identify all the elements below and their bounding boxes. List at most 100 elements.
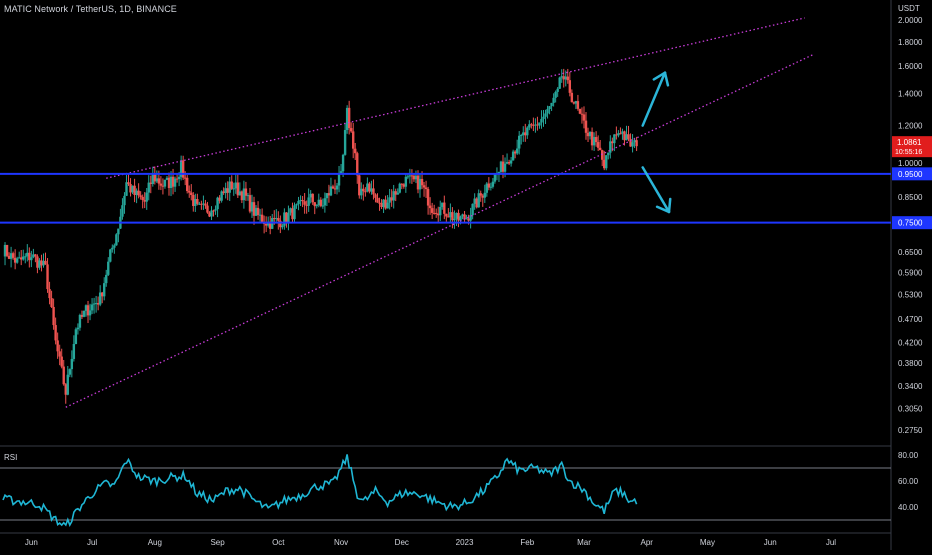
price-tick-label: 0.4200: [898, 338, 923, 347]
candle-body: [592, 137, 596, 146]
candle-body: [392, 191, 395, 201]
candle-body: [141, 196, 144, 201]
candle-body: [250, 202, 254, 212]
time-axis-label: Nov: [334, 538, 348, 547]
candle-body: [570, 92, 574, 103]
trendline-upper: [106, 17, 805, 179]
rsi-label: RSI: [4, 453, 18, 462]
candle-body: [228, 181, 231, 193]
candle-body: [313, 202, 316, 207]
candle-body: [5, 244, 9, 256]
candle-body: [125, 182, 128, 196]
price-tick-label: 1.4000: [898, 90, 923, 99]
price-tick-label: 0.2750: [898, 426, 923, 435]
candle-body: [32, 254, 35, 258]
candle-body: [360, 188, 363, 196]
candle-body: [633, 140, 636, 143]
candle-body: [607, 152, 610, 156]
candle-body: [36, 256, 39, 268]
candle-body: [196, 198, 199, 204]
candle-body: [15, 258, 19, 263]
rsi-line: [2, 454, 638, 528]
candle-body: [186, 177, 189, 192]
level-price-label: 0.9500: [898, 170, 923, 179]
candle-body: [277, 218, 280, 221]
rsi-tick-label: 80.00: [898, 451, 919, 460]
trendline-lower: [65, 54, 814, 408]
level-price-label: 0.7500: [898, 219, 923, 228]
candle-body: [240, 191, 244, 201]
candle-body: [511, 151, 515, 161]
candle-body: [299, 199, 302, 201]
candle-body: [546, 109, 549, 114]
candle-body: [234, 182, 237, 189]
candle-body: [613, 134, 616, 144]
candle-body: [404, 176, 408, 187]
price-tick-label: 1.6000: [898, 62, 923, 71]
candle-body: [619, 133, 622, 135]
candle-body: [200, 203, 203, 205]
candle-body: [513, 151, 517, 154]
candle-body: [378, 202, 381, 204]
candle-body: [582, 114, 586, 121]
candle-body: [451, 212, 454, 221]
candle-body: [568, 80, 572, 93]
candle-body: [52, 306, 55, 326]
candle-body: [198, 203, 201, 205]
candle-body: [137, 190, 140, 196]
candle-body: [603, 159, 606, 169]
countdown-label: 10:55:16: [895, 149, 922, 156]
time-axis-label: Jul: [87, 538, 97, 547]
candle-body: [430, 208, 434, 213]
candle-body: [479, 193, 482, 196]
candle-body: [449, 212, 452, 218]
candle-body: [135, 190, 138, 196]
candle-body: [631, 142, 634, 147]
time-axis-label: Jun: [25, 538, 38, 547]
candle-body: [410, 175, 414, 177]
price-tick-label: 0.6500: [898, 248, 923, 257]
candle-body: [390, 197, 393, 201]
time-axis-label: Mar: [577, 538, 591, 547]
price-tick-label: 0.5900: [898, 268, 923, 277]
time-axis-label: Sep: [210, 538, 225, 547]
candle-body: [46, 264, 49, 290]
candle-body: [530, 124, 533, 126]
candle-body: [562, 76, 565, 80]
candle-body: [131, 185, 134, 193]
candle-body: [147, 182, 150, 193]
candle-body: [155, 178, 159, 182]
candle-body: [503, 163, 507, 172]
candle-body: [544, 113, 547, 117]
level-price-tag: [892, 167, 932, 181]
rsi-tick-label: 40.00: [898, 503, 919, 512]
candle-body: [584, 120, 588, 133]
candle-body: [13, 257, 17, 263]
candle-body: [457, 212, 460, 221]
candle-body: [388, 197, 391, 203]
candle-body: [485, 183, 489, 193]
candle-body: [548, 106, 551, 110]
candle-body: [273, 218, 276, 220]
candle-body: [601, 150, 604, 160]
candle-body: [594, 137, 598, 143]
candle-body: [222, 191, 225, 194]
candle-body: [90, 304, 94, 311]
candle-body: [447, 216, 450, 218]
candle-body: [343, 129, 347, 155]
candle-body: [611, 141, 614, 144]
candle-body: [115, 234, 118, 246]
candle-body: [28, 252, 31, 261]
candle-body: [428, 205, 432, 209]
candle-body: [44, 260, 47, 265]
arrow-down-head: [667, 197, 672, 214]
candle-body: [258, 214, 262, 216]
candle-body: [183, 177, 187, 179]
candle-body: [509, 160, 513, 164]
candle-body: [149, 182, 152, 184]
candle-body: [82, 310, 86, 317]
candle-body: [127, 182, 130, 184]
candle-body: [107, 261, 110, 275]
